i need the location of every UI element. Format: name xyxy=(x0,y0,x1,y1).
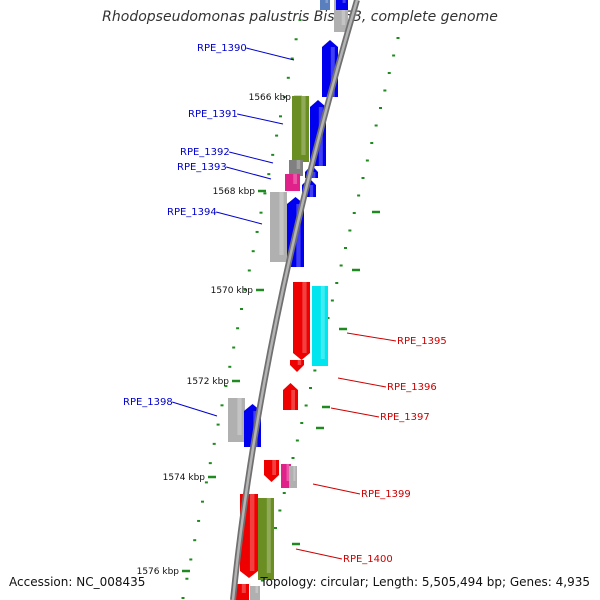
gene-leader-forward xyxy=(237,113,284,125)
feature-gray-2 xyxy=(289,466,297,488)
feature-highlight xyxy=(320,286,325,359)
backbone-line xyxy=(231,0,359,600)
feature-rpe1393 xyxy=(285,174,300,191)
feature-rpe1398-gray xyxy=(228,398,245,442)
feature-highlight xyxy=(293,466,296,481)
gene-label-forward: RPE_1390 xyxy=(197,43,247,54)
feature-layer xyxy=(228,0,348,600)
kbp-label: 1572 kbp xyxy=(187,377,230,387)
gene-label-forward: RPE_1393 xyxy=(177,162,227,173)
feature-rpe1394-gray xyxy=(270,192,287,262)
kbp-label: 1574 kbp xyxy=(163,473,206,483)
feature-gray-small xyxy=(289,160,303,176)
gene-label-reverse: RPE_1399 xyxy=(361,489,411,500)
kbp-label: 1566 kbp xyxy=(249,93,292,103)
feature-cyan xyxy=(312,286,328,366)
feature-highlight xyxy=(341,0,346,25)
gene-label-reverse: RPE_1400 xyxy=(343,554,393,565)
gene-leader-reverse xyxy=(330,407,380,418)
feature-highlight xyxy=(279,192,284,255)
topology-text: Topology: circular; Length: 5,505,494 bp… xyxy=(260,575,590,589)
kbp-label: 1568 kbp xyxy=(213,187,256,197)
feature-olive-2 xyxy=(258,498,274,580)
feature-blue xyxy=(336,0,348,10)
feature-highlight xyxy=(241,584,246,593)
backbone-layer xyxy=(230,0,360,600)
gene-leader-reverse xyxy=(312,483,361,495)
feature-highlight xyxy=(342,0,346,3)
map-title: Rhodopseudomonas palustris BisA53, compl… xyxy=(102,9,498,25)
gene-label-reverse: RPE_1397 xyxy=(380,412,430,423)
feature-highlight xyxy=(301,96,306,155)
feature-highlight xyxy=(325,0,328,3)
gene-leader-reverse xyxy=(295,548,343,560)
feature-steel xyxy=(320,0,330,10)
feature-rpe1399 xyxy=(264,460,279,482)
feature-highlight xyxy=(286,464,289,481)
accession-text: Accession: NC_008435 xyxy=(9,575,146,589)
gene-leader-forward xyxy=(226,166,272,180)
label-layer: RPE_1390 RPE_1391 RPE_1392 RPE_1393 RPE_1394… xyxy=(123,43,447,565)
feature-rpe1396 xyxy=(290,360,304,372)
gene-leader-reverse xyxy=(346,332,397,342)
feature-highlight xyxy=(237,398,242,435)
feature-highlight xyxy=(330,47,335,97)
feature-magenta-2 xyxy=(281,464,291,488)
kbp-label: 1570 kbp xyxy=(211,286,254,296)
feature-highlight xyxy=(312,172,316,178)
feature-gray-bottom xyxy=(250,586,260,600)
gene-label-forward: RPE_1392 xyxy=(180,147,230,158)
feature-highlight xyxy=(302,282,307,353)
feature-highlight xyxy=(296,160,301,169)
tick-layer: 1566 kbp 1568 kbp 1570 kbp 1572 kbp 1574 kbp… xyxy=(137,19,400,599)
gene-leader-forward xyxy=(229,151,274,164)
gene-leader-reverse xyxy=(337,377,387,388)
feature-highlight xyxy=(296,204,301,267)
gene-label-forward: RPE_1394 xyxy=(167,207,217,218)
gene-leader-forward xyxy=(172,401,218,417)
gene-label-forward: RPE_1398 xyxy=(123,397,173,408)
kbp-label: 1576 kbp xyxy=(137,567,180,577)
feature-highlight xyxy=(293,174,297,184)
feature-highlight xyxy=(266,498,271,573)
feature-highlight xyxy=(272,460,276,475)
feature-highlight xyxy=(255,586,258,593)
feature-highlight xyxy=(249,494,255,571)
gene-leader-forward xyxy=(216,211,263,225)
feature-rpe1397 xyxy=(283,383,298,410)
gene-label-reverse: RPE_1395 xyxy=(397,336,447,347)
feature-rpe1395 xyxy=(293,282,310,360)
gene-leader-forward xyxy=(246,47,295,61)
feature-olive xyxy=(292,96,309,162)
feature-highlight xyxy=(297,360,302,365)
feature-highlight xyxy=(309,185,314,197)
gene-label-forward: RPE_1391 xyxy=(188,109,238,120)
feature-highlight xyxy=(291,390,295,410)
gene-label-reverse: RPE_1396 xyxy=(387,382,437,393)
